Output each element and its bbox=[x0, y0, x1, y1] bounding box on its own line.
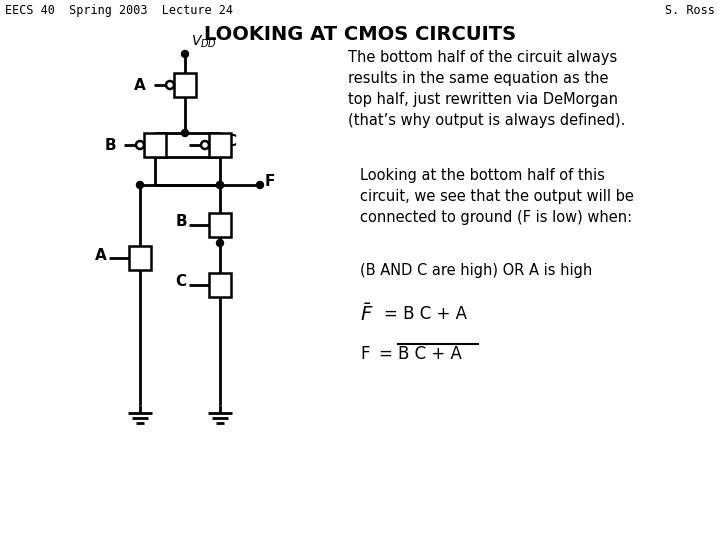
Text: Looking at the bottom half of this
circuit, we see that the output will be
conne: Looking at the bottom half of this circu… bbox=[360, 168, 634, 225]
Text: B: B bbox=[175, 214, 186, 230]
Text: The bottom half of the circuit always
results in the same equation as the
top ha: The bottom half of the circuit always re… bbox=[348, 50, 626, 128]
Circle shape bbox=[217, 181, 223, 188]
Bar bbox=[129, 246, 151, 270]
Circle shape bbox=[166, 81, 174, 89]
Circle shape bbox=[181, 130, 189, 137]
Circle shape bbox=[201, 141, 209, 149]
Text: B C + A: B C + A bbox=[398, 345, 462, 363]
Circle shape bbox=[217, 181, 223, 188]
Text: F: F bbox=[360, 345, 369, 363]
Text: A: A bbox=[95, 247, 107, 262]
Text: B: B bbox=[104, 138, 116, 152]
Circle shape bbox=[181, 51, 189, 57]
Text: = B C + A: = B C + A bbox=[384, 305, 467, 323]
Text: LOOKING AT CMOS CIRCUITS: LOOKING AT CMOS CIRCUITS bbox=[204, 25, 516, 44]
Text: C: C bbox=[225, 134, 236, 150]
Circle shape bbox=[137, 181, 143, 188]
Text: $\bar{F}$: $\bar{F}$ bbox=[360, 303, 374, 325]
Text: C: C bbox=[176, 274, 186, 289]
Bar bbox=[209, 213, 231, 237]
Text: F: F bbox=[265, 174, 275, 190]
Bar bbox=[144, 133, 166, 157]
Circle shape bbox=[217, 240, 223, 246]
Circle shape bbox=[136, 141, 144, 149]
Text: =: = bbox=[378, 345, 392, 363]
Bar bbox=[209, 273, 231, 297]
Circle shape bbox=[256, 181, 264, 188]
Bar bbox=[209, 133, 231, 157]
Text: A: A bbox=[134, 78, 146, 92]
Bar bbox=[174, 73, 196, 97]
Text: $V_{DD}$: $V_{DD}$ bbox=[191, 33, 217, 50]
Text: (B AND C are high) OR A is high: (B AND C are high) OR A is high bbox=[360, 263, 593, 278]
Text: S. Ross: S. Ross bbox=[665, 4, 715, 17]
Text: EECS 40  Spring 2003  Lecture 24: EECS 40 Spring 2003 Lecture 24 bbox=[5, 4, 233, 17]
